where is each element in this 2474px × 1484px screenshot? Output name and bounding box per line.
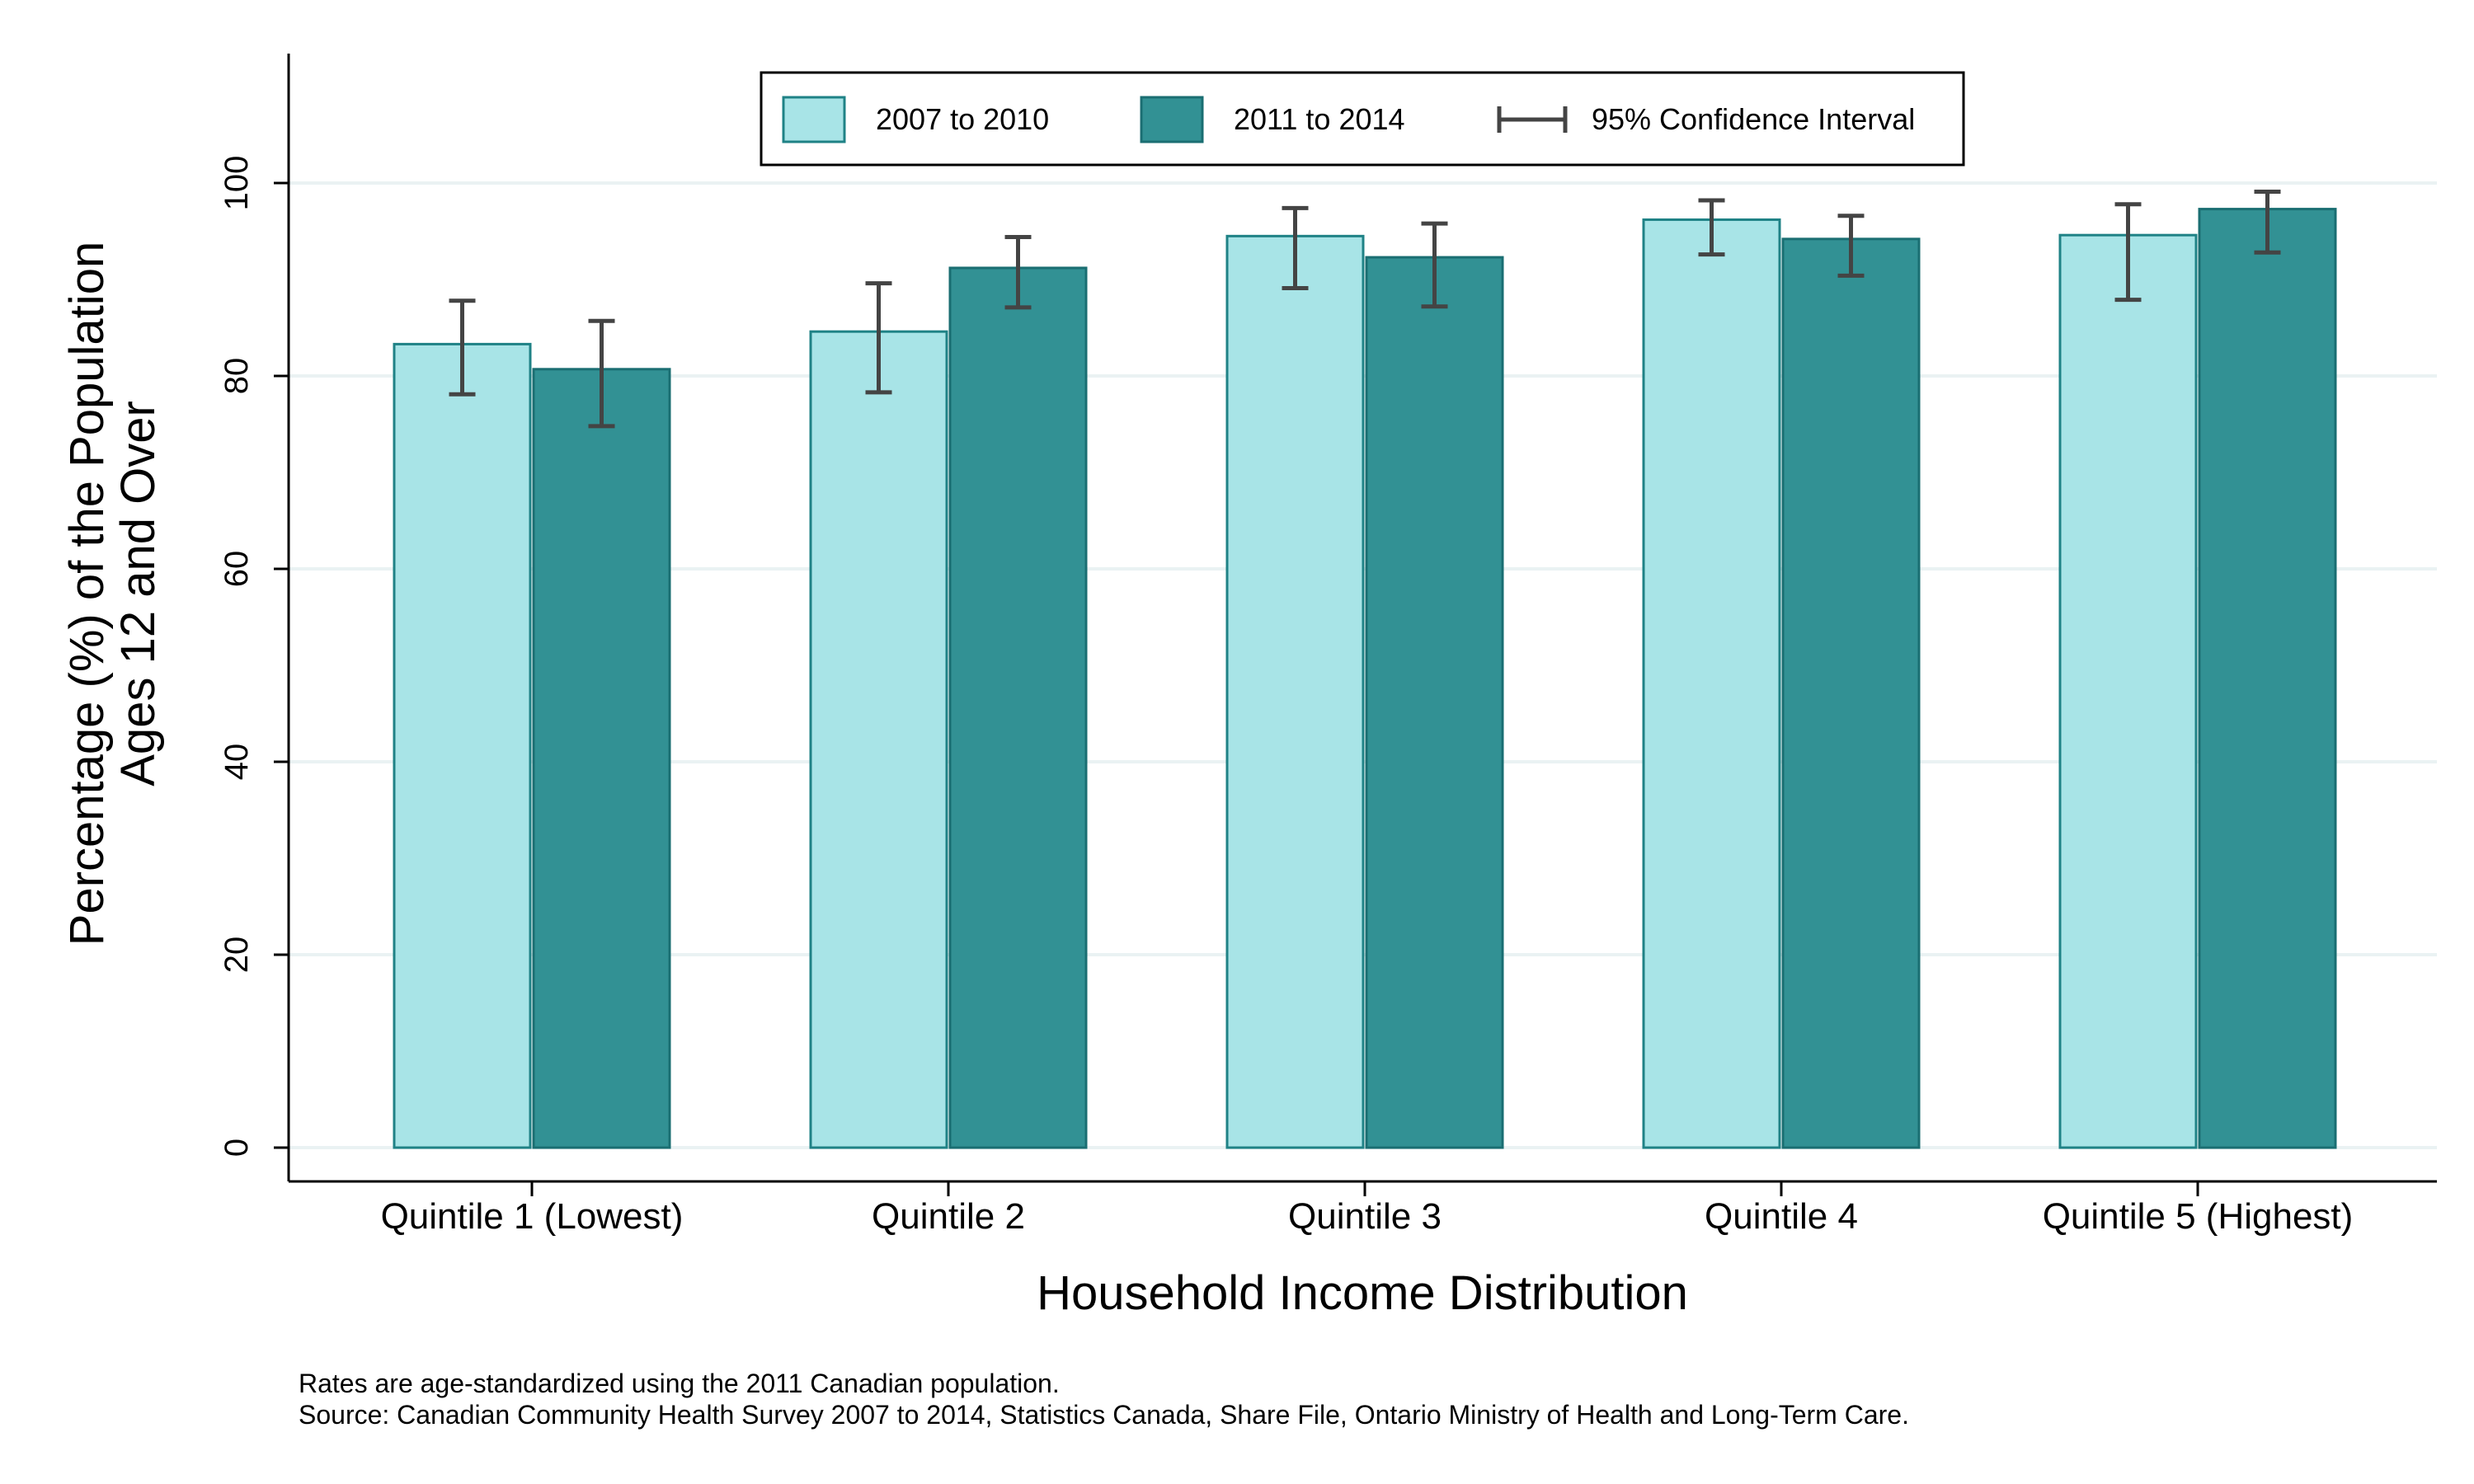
error-bar bbox=[1837, 214, 1865, 278]
x-tick-label: Quintile 5 (Highest) bbox=[2043, 1196, 2354, 1237]
bar bbox=[2198, 208, 2337, 1149]
y-tick-label: 60 bbox=[219, 551, 255, 588]
legend-label-2007-2010: 2007 to 2010 bbox=[876, 102, 1049, 136]
y-axis-title-line-1: Percentage (%) of the Population bbox=[60, 242, 114, 946]
note-source: Source: Canadian Community Health Survey… bbox=[299, 1400, 1909, 1430]
x-tick-label: Quintile 2 bbox=[872, 1196, 1025, 1237]
bar bbox=[1642, 218, 1781, 1149]
error-bar bbox=[1698, 198, 1725, 257]
x-tick-label: Quintile 3 bbox=[1288, 1196, 1442, 1237]
legend-swatch-2007-2010 bbox=[782, 96, 846, 143]
y-ticks: 0 20 40 60 80 100 bbox=[219, 156, 289, 1157]
bars bbox=[393, 208, 2337, 1149]
bar bbox=[1225, 234, 1365, 1149]
error-bar bbox=[865, 281, 892, 395]
legend-box bbox=[760, 71, 1965, 167]
x-axis-title: Household Income Distribution bbox=[1037, 1266, 1688, 1320]
error-bar bbox=[1421, 221, 1448, 309]
error-bar bbox=[2254, 190, 2281, 255]
bar bbox=[809, 330, 948, 1149]
y-tick-label: 100 bbox=[219, 156, 255, 211]
confidence-intervals bbox=[449, 190, 2281, 429]
x-tick-label: Quintile 4 bbox=[1705, 1196, 1858, 1237]
note-age-standardized: Rates are age-standardized using the 201… bbox=[299, 1369, 1060, 1398]
error-bar bbox=[2114, 202, 2142, 303]
y-tick-label: 20 bbox=[219, 937, 255, 974]
axes bbox=[287, 54, 2437, 1183]
legend-label-ci: 95% Confidence Interval bbox=[1592, 102, 1915, 136]
bar bbox=[393, 342, 532, 1149]
y-axis-title-line-2: Ages 12 and Over bbox=[111, 401, 165, 787]
error-bar bbox=[449, 298, 476, 397]
legend-label-2011-2014: 2011 to 2014 bbox=[1234, 102, 1405, 136]
y-tick-label: 40 bbox=[219, 744, 255, 781]
legend-swatch-2011-2014 bbox=[1140, 96, 1204, 143]
y-axis-title: Percentage (%) of the Population Ages 12… bbox=[60, 242, 165, 946]
legend-ci-icon bbox=[1497, 106, 1568, 133]
error-bar bbox=[588, 318, 615, 429]
x-tick-label: Quintile 1 (Lowest) bbox=[381, 1196, 684, 1237]
bar bbox=[532, 368, 671, 1149]
bar bbox=[1365, 256, 1504, 1149]
x-ticks: Quintile 1 (Lowest) Quintile 2 Quintile 3 Q… bbox=[381, 1181, 2354, 1237]
bar bbox=[2058, 233, 2198, 1149]
y-tick-label: 80 bbox=[219, 358, 255, 395]
bar bbox=[1781, 237, 1921, 1149]
legend: 2007 to 2010 2011 to 2014 95% Confidence… bbox=[760, 71, 1965, 167]
y-tick-label: 0 bbox=[219, 1139, 255, 1157]
error-bar bbox=[1004, 235, 1032, 310]
error-bar bbox=[1282, 205, 1309, 291]
bar bbox=[948, 266, 1088, 1149]
